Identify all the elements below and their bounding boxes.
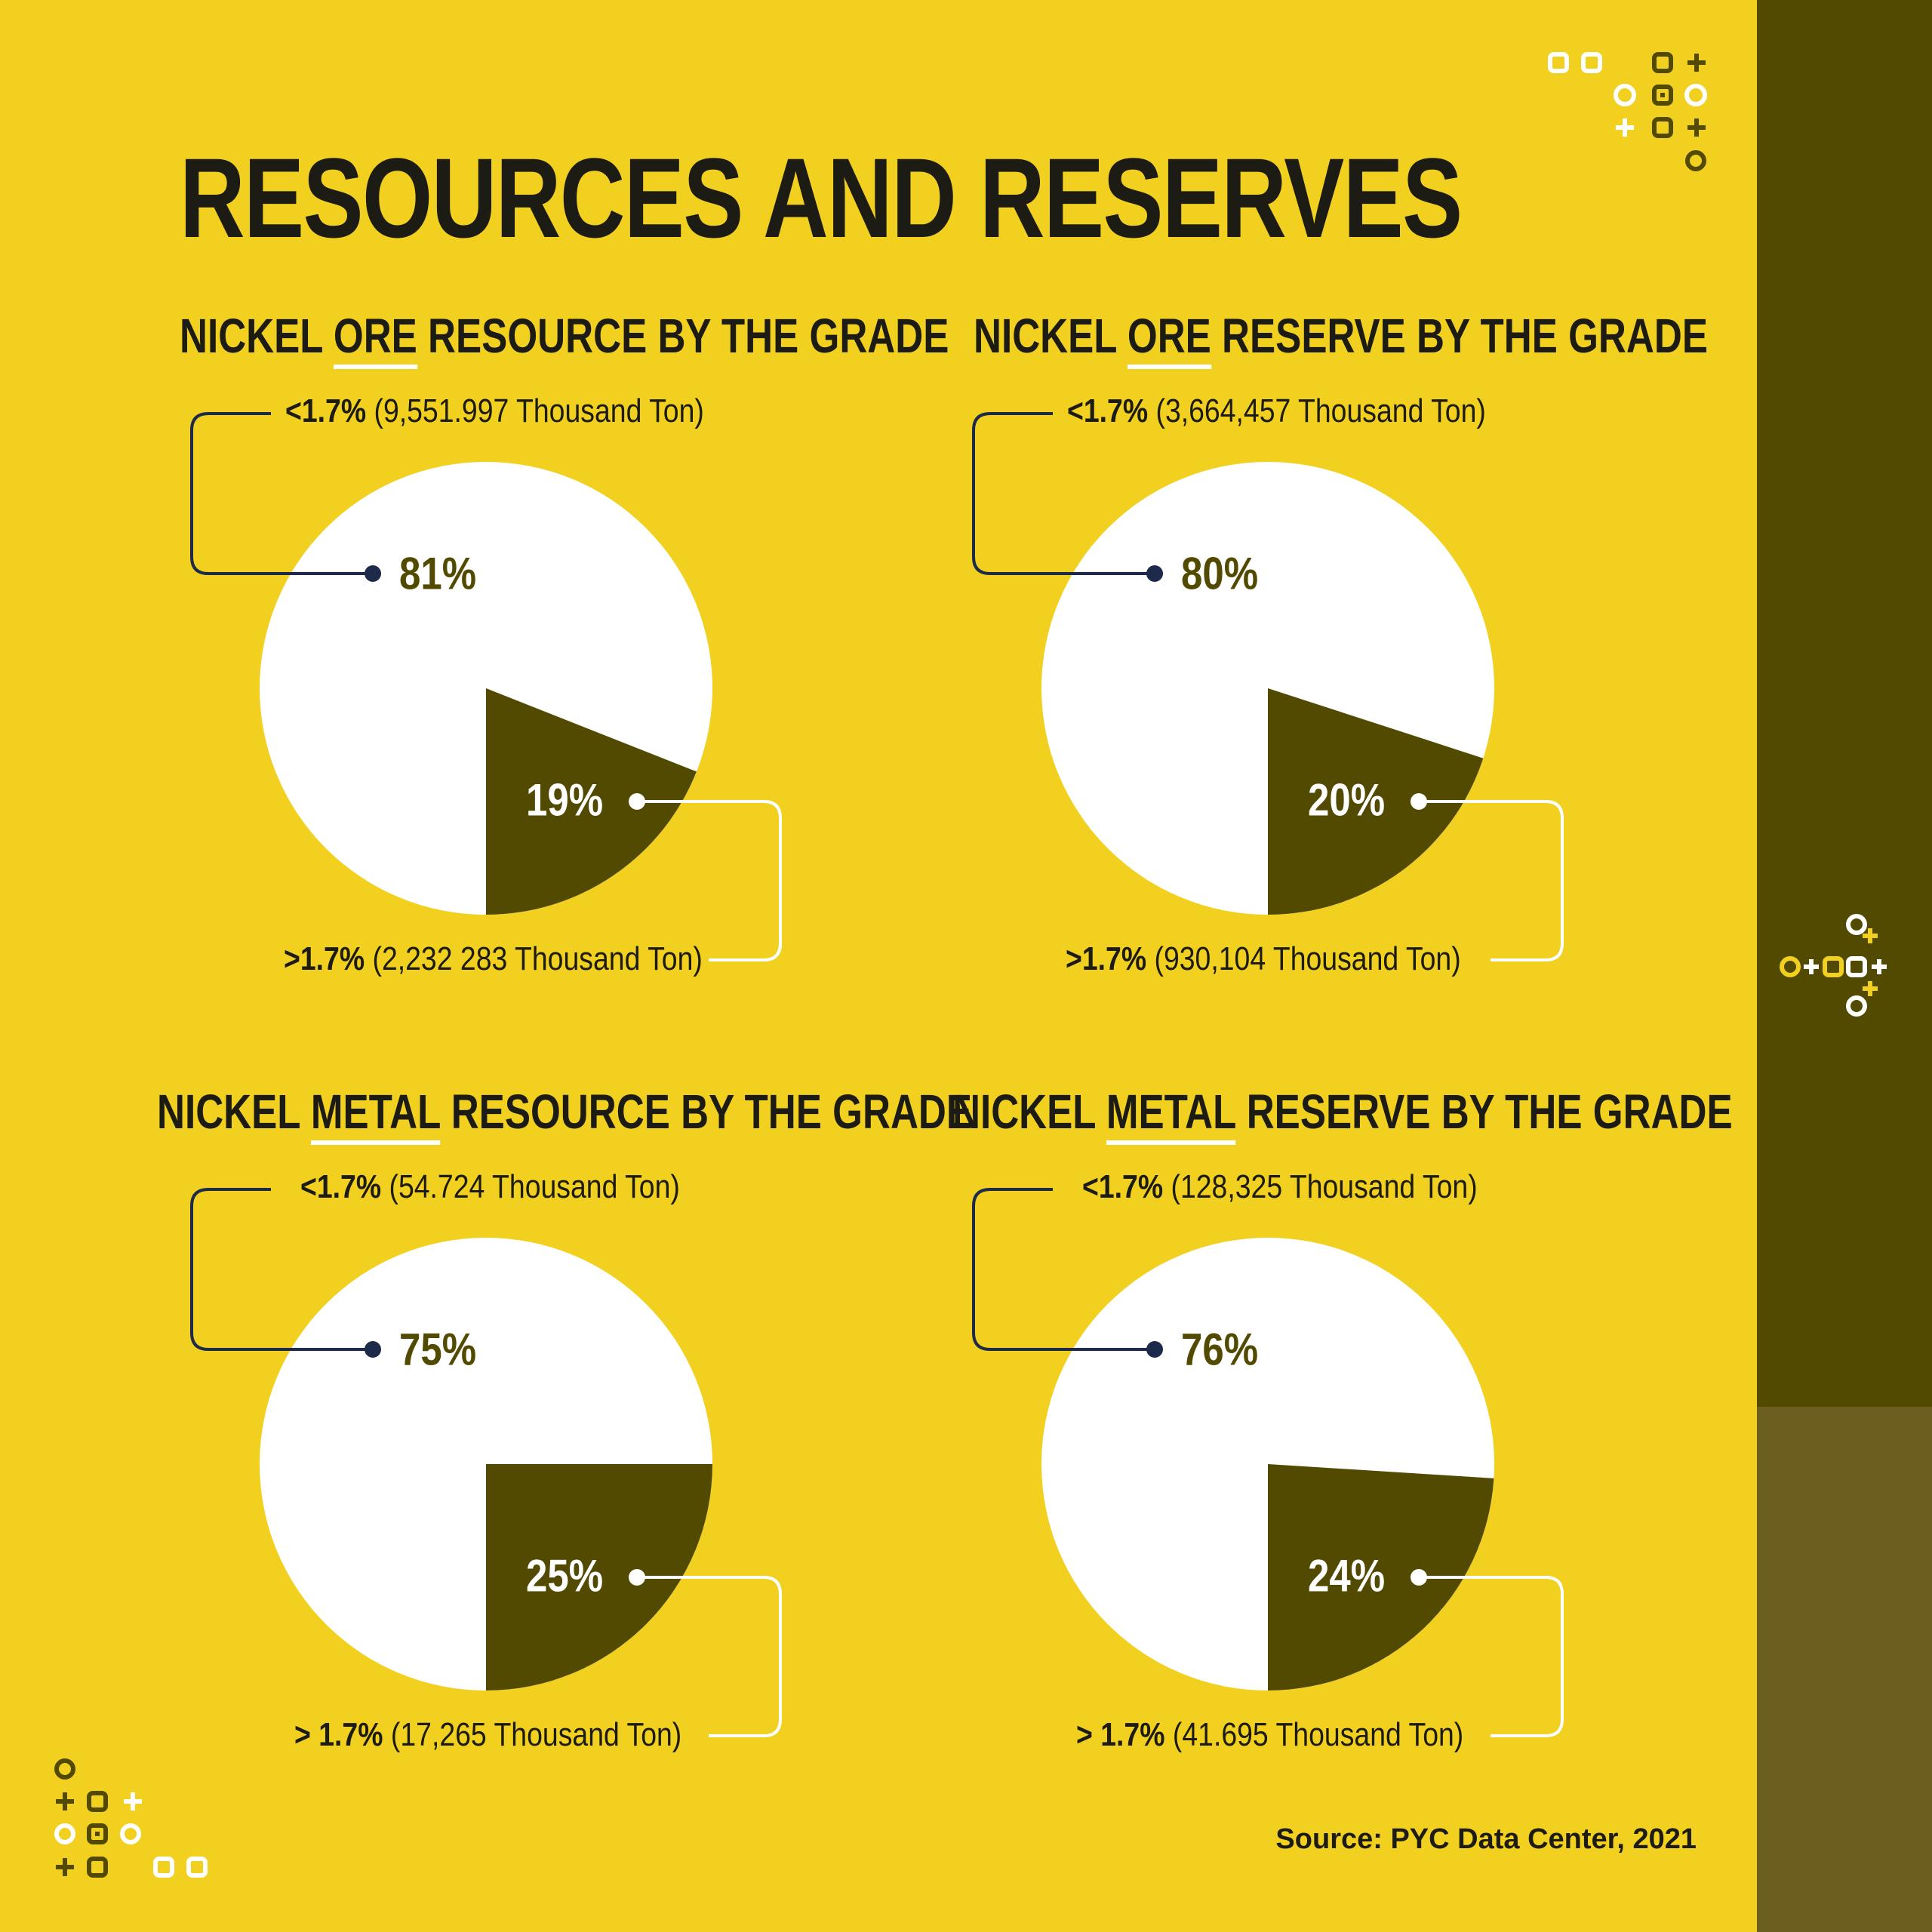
callout-tonnage: (128,325 Thousand Ton) — [1171, 1168, 1478, 1205]
chart-title-part: RESERVE BY THE GRADE — [1235, 1084, 1733, 1139]
callout-connector-minor — [637, 800, 782, 961]
callout-label-minor: >1.7% (2,232 283 Thousand Ton) — [284, 940, 703, 978]
pie-percent-major: 80% — [1180, 548, 1259, 599]
callout-connector-minor — [637, 1576, 782, 1737]
pie-percent-major: 75% — [398, 1324, 477, 1375]
chart-title-highlight: METAL — [1106, 1084, 1236, 1145]
callout-connector-major — [190, 412, 373, 575]
callout-dot-major — [365, 565, 381, 582]
callout-grade: > 1.7% — [294, 1716, 383, 1753]
callout-dot-minor — [1411, 793, 1427, 810]
chart-title-part: RESOURCE BY THE GRADE — [417, 309, 949, 363]
pie-percent-major: 76% — [1180, 1324, 1259, 1375]
callout-dot-major — [1146, 1341, 1163, 1358]
callout-grade: >1.7% — [1066, 940, 1147, 977]
pie-chart — [190, 1188, 782, 1737]
chart-title-part: NICKEL — [180, 309, 334, 363]
callout-dot-major — [365, 1341, 381, 1358]
chart-title-highlight: METAL — [310, 1084, 441, 1145]
side-band-light — [1757, 1407, 1932, 1932]
callout-grade: <1.7% — [285, 392, 367, 429]
callout-dot-minor — [629, 793, 645, 810]
callout-tonnage: (2,232 283 Thousand Ton) — [372, 940, 703, 977]
pie-percent-minor: 20% — [1307, 774, 1386, 826]
pie-percent-major: 81% — [398, 548, 477, 599]
chart-title: NICKEL ORE RESERVE BY THE GRADE — [974, 308, 1708, 369]
callout-connector-minor — [1419, 1576, 1564, 1737]
pie-slice-minor — [1268, 688, 1484, 915]
callout-connector-major — [972, 412, 1155, 575]
pie-slice-minor — [486, 1464, 712, 1690]
page-title: RESOURCES AND RESERVES — [180, 134, 1463, 261]
chart-title-highlight: ORE — [333, 309, 417, 369]
decor-bottom-left-icon — [54, 1758, 208, 1878]
callout-grade: <1.7% — [1082, 1168, 1164, 1205]
decor-side-icon — [1780, 914, 1887, 1017]
pie-percent-minor: 24% — [1307, 1550, 1386, 1601]
callout-dot-major — [1146, 565, 1163, 582]
callout-label-major: <1.7% (128,325 Thousand Ton) — [1082, 1168, 1478, 1206]
chart-title-part: NICKEL — [952, 1084, 1106, 1139]
callout-label-major: <1.7% (3,664,457 Thousand Ton) — [1067, 392, 1486, 430]
chart-title: NICKEL ORE RESOURCE BY THE GRADE — [180, 308, 949, 369]
callout-tonnage: (54.724 Thousand Ton) — [389, 1168, 680, 1205]
callout-label-minor: > 1.7% (17,265 Thousand Ton) — [294, 1716, 681, 1754]
callout-tonnage: (3,664,457 Thousand Ton) — [1155, 392, 1486, 429]
side-band-dark — [1757, 0, 1932, 1407]
callout-grade: > 1.7% — [1076, 1716, 1165, 1753]
callout-dot-minor — [1411, 1569, 1427, 1586]
callout-label-major: <1.7% (9,551.997 Thousand Ton) — [285, 392, 704, 430]
chart-title-part: RESERVE BY THE GRADE — [1211, 309, 1708, 363]
callout-label-minor: > 1.7% (41.695 Thousand Ton) — [1076, 1716, 1463, 1754]
callout-connector-major — [972, 1188, 1155, 1351]
chart-title-highlight: ORE — [1127, 309, 1211, 369]
chart-title-part: NICKEL — [974, 309, 1128, 363]
callout-tonnage: (41.695 Thousand Ton) — [1172, 1716, 1464, 1753]
chart-title-part: NICKEL — [157, 1084, 311, 1139]
pie-percent-minor: 19% — [525, 774, 604, 826]
chart-title: NICKEL METAL RESOURCE BY THE GRADE — [157, 1084, 973, 1145]
pie-chart — [972, 412, 1564, 961]
pie-chart — [972, 1188, 1564, 1737]
callout-grade: >1.7% — [284, 940, 365, 977]
pie-slice-minor — [1268, 1464, 1494, 1690]
chart-title: NICKEL METAL RESERVE BY THE GRADE — [952, 1084, 1733, 1145]
callout-label-minor: >1.7% (930,104 Thousand Ton) — [1066, 940, 1461, 978]
callout-dot-minor — [629, 1569, 645, 1586]
pie-percent-minor: 25% — [525, 1550, 604, 1601]
callout-tonnage: (9,551.997 Thousand Ton) — [374, 392, 704, 429]
callout-tonnage: (930,104 Thousand Ton) — [1154, 940, 1461, 977]
callout-grade: <1.7% — [1067, 392, 1149, 429]
callout-tonnage: (17,265 Thousand Ton) — [390, 1716, 682, 1753]
decor-top-right-icon — [1548, 52, 1707, 171]
source-note: Source: PYC Data Center, 2021 — [1275, 1823, 1697, 1855]
callout-label-major: <1.7% (54.724 Thousand Ton) — [300, 1168, 680, 1206]
pie-slice-minor — [486, 688, 697, 915]
chart-title-part: RESOURCE BY THE GRADE — [440, 1084, 973, 1139]
pie-chart — [190, 412, 782, 961]
callout-connector-major — [190, 1188, 373, 1351]
callout-connector-minor — [1419, 800, 1564, 961]
callout-grade: <1.7% — [300, 1168, 382, 1205]
